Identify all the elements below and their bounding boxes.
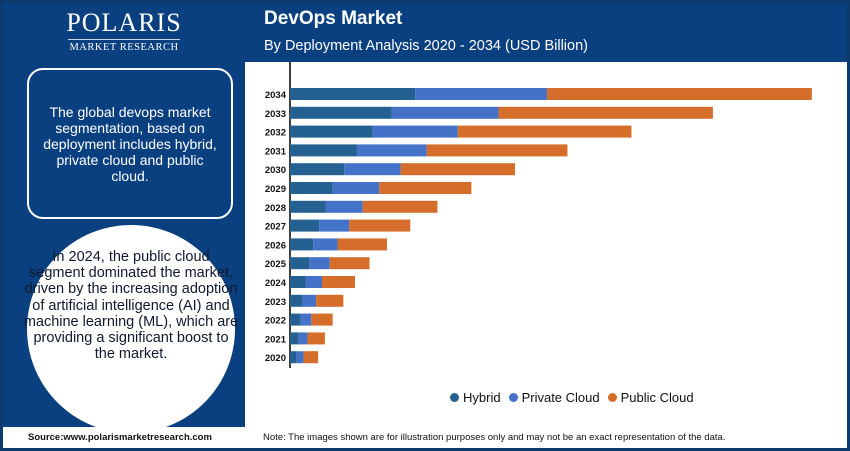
bar-public-cloud-2029 [379, 182, 472, 194]
y-tick-label: 2030 [265, 165, 286, 176]
legend-item-hybrid: Hybrid [450, 390, 501, 405]
legend-label-private-cloud: Private Cloud [521, 390, 600, 405]
bar-public-cloud-2020 [303, 351, 319, 364]
legend-label-hybrid: Hybrid [463, 390, 501, 405]
legend-dot-private-cloud [508, 393, 518, 402]
bar-hybrid-2024 [290, 276, 306, 288]
bar-public-cloud-2023 [316, 294, 344, 307]
y-tick-label: 2029 [265, 184, 286, 195]
bar-private-cloud-2024 [305, 276, 323, 288]
y-tick-label: 2025 [265, 259, 287, 270]
logo-divider [68, 39, 180, 40]
legend-item-public-cloud: Public Cloud [607, 390, 694, 405]
bar-public-cloud-2028 [362, 200, 438, 213]
bar-public-cloud-2032 [457, 125, 632, 138]
bar-public-cloud-2024 [322, 276, 355, 288]
bar-public-cloud-2030 [400, 163, 516, 176]
bar-private-cloud-2032 [372, 125, 458, 138]
legend-item-private-cloud: Private Cloud [508, 390, 600, 405]
bar-hybrid-2027 [290, 219, 320, 232]
bar-hybrid-2029 [290, 182, 333, 194]
bar-private-cloud-2023 [302, 294, 317, 307]
bar-private-cloud-2028 [325, 200, 363, 213]
chart-legend: Hybrid Private Cloud Public Cloud [450, 390, 694, 405]
bar-hybrid-2030 [290, 163, 345, 176]
bar-hybrid-2023 [290, 294, 303, 307]
bar-public-cloud-2021 [307, 332, 325, 345]
bar-private-cloud-2022 [300, 313, 312, 326]
polaris-logo: POLARIS MARKET RESEARCH [3, 8, 245, 54]
legend-dot-hybrid [450, 393, 459, 402]
bar-private-cloud-2025 [309, 257, 330, 270]
logo-name: POLARIS [66, 8, 182, 37]
stacked-bar-chart: 2034 2033 2032 2031 2030 2029 2028 2027 2026 2025… [265, 62, 812, 368]
left-panel: POLARIS MARKET RESEARCH The global devop… [3, 3, 245, 433]
y-tick-label: 2021 [265, 334, 287, 345]
chart-subtitle: By Deployment Analysis 2020 - 2034 (USD … [264, 38, 588, 54]
bar-hybrid-2025 [290, 257, 310, 270]
bar-public-cloud-2022 [311, 313, 333, 326]
bar-hybrid-2028 [290, 200, 326, 213]
bar-private-cloud-2027 [319, 219, 350, 232]
bar-public-cloud-2026 [337, 238, 387, 251]
segmentation-summary-box: The global devops market segmentation, b… [27, 68, 233, 219]
bar-private-cloud-2031 [356, 144, 427, 157]
bar-hybrid-2033 [290, 106, 392, 119]
bar-hybrid-2026 [290, 238, 314, 251]
y-tick-label: 2023 [265, 297, 286, 308]
logo-tagline: MARKET RESEARCH [69, 42, 179, 53]
y-tick-label: 2033 [265, 109, 286, 120]
y-tick-label: 2032 [265, 128, 286, 139]
bar-private-cloud-2026 [313, 238, 338, 251]
y-tick-label: 2028 [265, 203, 286, 214]
bar-hybrid-2034 [290, 88, 416, 100]
bar-public-cloud-2034 [547, 88, 812, 100]
bar-private-cloud-2034 [415, 88, 548, 100]
chart-title: DevOps Market [264, 8, 403, 29]
bar-public-cloud-2027 [349, 219, 411, 232]
bar-private-cloud-2033 [391, 106, 499, 119]
y-tick-label: 2031 [265, 146, 287, 157]
bar-hybrid-2031 [290, 144, 357, 157]
disclaimer-note: Note: The images shown are for illustrat… [263, 432, 726, 443]
highlight-text: In 2024, the public cloud segment domina… [23, 249, 239, 363]
y-tick-label: 2022 [265, 316, 286, 327]
highlight-circle [27, 225, 235, 433]
y-tick-label: 2026 [265, 240, 286, 251]
y-tick-label: 2027 [265, 222, 286, 233]
bar-hybrid-2032 [290, 125, 373, 138]
legend-dot-public-cloud [607, 393, 617, 402]
segmentation-summary-text: The global devops market segmentation, b… [43, 103, 217, 184]
bar-public-cloud-2031 [426, 144, 568, 157]
bar-public-cloud-2025 [329, 257, 370, 270]
y-tick-label: 2020 [265, 353, 286, 364]
chart-header: DevOps Market By Deployment Analysis 202… [245, 3, 847, 62]
bar-hybrid-2021 [290, 332, 299, 345]
bar-hybrid-2020 [290, 351, 297, 364]
y-tick-label: 2034 [265, 90, 287, 101]
source-text: Source:www.polarismarketresearch.com [28, 432, 212, 443]
bar-private-cloud-2030 [344, 163, 401, 176]
bar-public-cloud-2033 [498, 106, 713, 119]
bar-private-cloud-2020 [296, 351, 304, 364]
bar-private-cloud-2021 [298, 332, 308, 345]
bar-hybrid-2022 [290, 313, 301, 326]
legend-label-public-cloud: Public Cloud [620, 390, 694, 405]
y-tick-label: 2024 [265, 278, 287, 289]
bar-private-cloud-2029 [332, 182, 380, 194]
